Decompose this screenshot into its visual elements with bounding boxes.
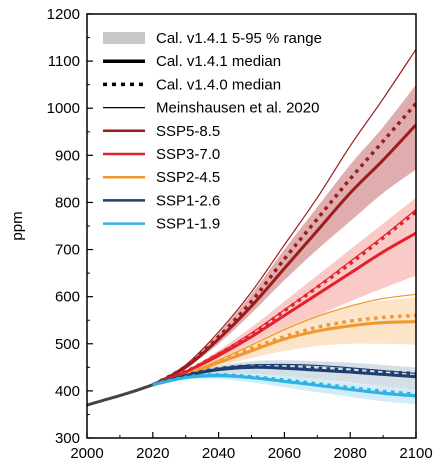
- x-tick-label: 2000: [70, 445, 103, 462]
- legend-label: SSP1-2.6: [156, 192, 220, 209]
- x-tick-label: 2060: [268, 445, 301, 462]
- band-ssp3-7-0: [152, 197, 416, 385]
- legend-item-cal-v1-4-1-5-95-range: Cal. v1.4.1 5-95 % range: [103, 30, 322, 47]
- y-tick-label: 400: [55, 383, 80, 400]
- legend-item-cal-v1-4-1-median: Cal. v1.4.1 median: [103, 53, 281, 70]
- legend-item-ssp5-8-5: SSP5-8.5: [103, 123, 220, 140]
- legend-label: SSP2-4.5: [156, 169, 220, 186]
- legend-label: SSP5-8.5: [156, 123, 220, 140]
- y-tick-label: 800: [55, 194, 80, 211]
- y-tick-label: 1100: [48, 53, 80, 70]
- median-v141-ssp3-7-0: [152, 231, 416, 387]
- legend: Cal. v1.4.1 5-95 % range Cal. v1.4.1 medi…: [103, 30, 322, 233]
- y-tick-label: 300: [55, 430, 80, 447]
- x-axis: 2000 2020 2040 2060 2080 2100: [70, 432, 433, 462]
- legend-label: Cal. v1.4.1 median: [156, 53, 281, 70]
- legend-item-ssp1-1-9: SSP1-1.9: [103, 216, 220, 233]
- legend-label: Cal. v1.4.0 median: [156, 76, 281, 93]
- y-tick-label: 600: [55, 289, 80, 306]
- legend-label: SSP1-1.9: [156, 216, 220, 233]
- median-v141-ssp5-8-5: [152, 123, 416, 387]
- y-axis: 300 400 500 600 700 800 900 1000 1100 1200: [47, 6, 93, 447]
- legend-item-meinshausen-et-al-2020: Meinshausen et al. 2020: [103, 100, 319, 117]
- legend-label: Cal. v1.4.1 5-95 % range: [156, 30, 322, 47]
- y-tick-label: 900: [55, 147, 80, 164]
- median-v141-ssp2-4-5: [152, 320, 416, 387]
- legend-item-cal-v1-4-0-median: Cal. v1.4.0 median: [103, 76, 281, 93]
- legend-label: Meinshausen et al. 2020: [156, 100, 319, 117]
- x-tick-label: 2020: [136, 445, 169, 462]
- median-v141-ssp1-1-9: [152, 374, 416, 398]
- y-tick-label: 700: [55, 242, 80, 259]
- legend-item-ssp1-2-6: SSP1-2.6: [103, 192, 220, 209]
- band-ssp1-1-9: [152, 371, 416, 405]
- x-tick-label: 2100: [399, 445, 432, 462]
- x-tick-label: 2080: [334, 445, 367, 462]
- legend-swatch: [103, 32, 145, 44]
- y-tick-label: 1000: [47, 100, 80, 117]
- legend-item-ssp2-4-5: SSP2-4.5: [103, 169, 220, 186]
- y-axis-label: ppm: [9, 211, 26, 240]
- y-tick-label: 500: [55, 336, 80, 353]
- legend-label: SSP3-7.0: [156, 146, 220, 163]
- series-lines: [87, 48, 416, 407]
- historical-line: [87, 383, 154, 407]
- x-tick-label: 2040: [202, 445, 235, 462]
- median-v141-ssp1-2-6: [152, 365, 416, 387]
- y-tick-label: 1200: [47, 6, 80, 23]
- legend-item-ssp3-7-0: SSP3-7.0: [103, 146, 220, 163]
